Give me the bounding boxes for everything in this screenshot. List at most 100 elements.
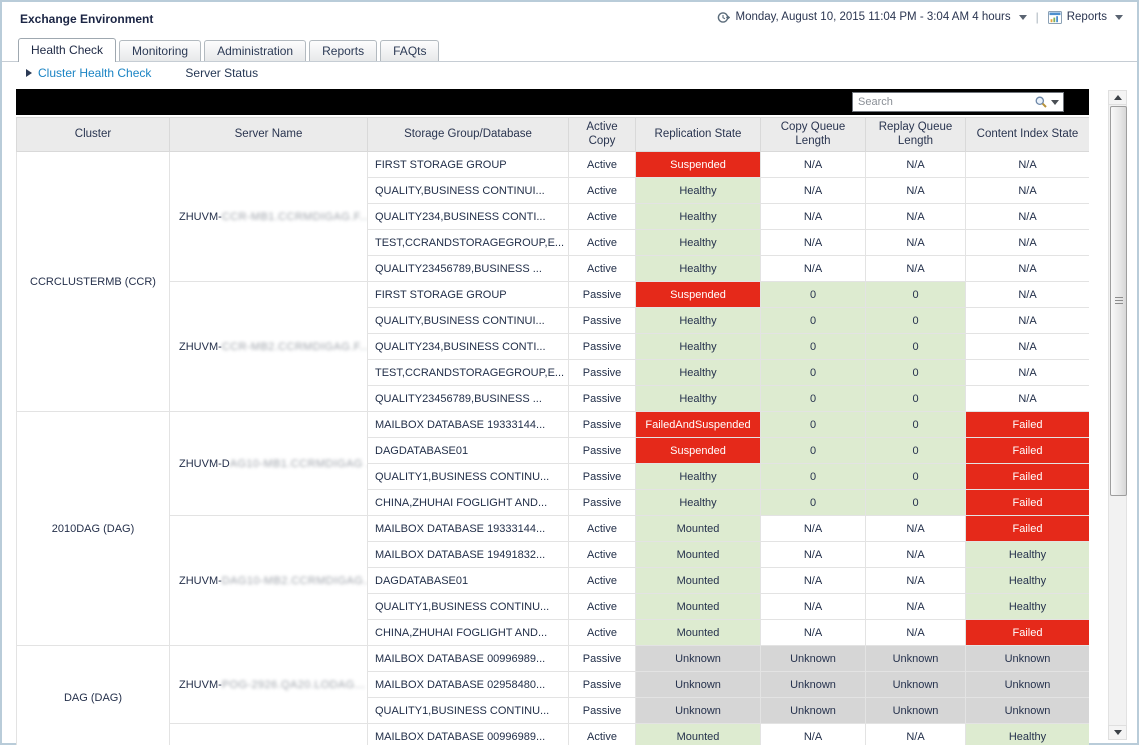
time-range-selector[interactable]: Monday, August 10, 2015 11:04 PM - 3:04 …: [717, 11, 1027, 24]
server-name-redacted: DAG10-MB2.CCRMDIGAG...: [221, 574, 368, 587]
content-index-cell: Failed: [965, 463, 1089, 490]
storage-group-cell: FIRST STORAGE GROUP: [367, 151, 569, 178]
table-row[interactable]: MAILBOX DATABASE 00996989... Active Mounte…: [17, 723, 1089, 745]
table-row[interactable]: QUALITY234,BUSINESS CONTI... Passive Healt…: [17, 333, 1089, 360]
active-copy-cell: Active: [568, 723, 636, 745]
active-copy-cell: Passive: [568, 489, 636, 516]
scroll-down-button[interactable]: [1108, 725, 1127, 740]
magnifier-icon[interactable]: [1034, 95, 1048, 109]
table-row[interactable]: CCRCLUSTERMB (CCR) ZHUVM-CCR-MB1.CCRMDIGA…: [16, 151, 1089, 412]
col-header-copy-queue[interactable]: Copy Queue Length: [760, 117, 866, 152]
replay-queue-cell: N/A: [865, 255, 966, 282]
content-index-cell: N/A: [965, 307, 1089, 334]
table-row[interactable]: CHINA,ZHUHAI FOGLIGHT AND... Active Mounte…: [17, 619, 1089, 646]
storage-group-cell: QUALITY1,BUSINESS CONTINU...: [367, 697, 569, 724]
search-input[interactable]: [853, 96, 1034, 108]
replay-queue-cell: N/A: [865, 151, 966, 178]
table-row[interactable]: DAGDATABASE01 Passive Suspended 0 0 Failed: [17, 437, 1089, 464]
content-index-cell: N/A: [965, 385, 1089, 412]
replication-state-cell: Healthy: [635, 229, 761, 256]
table-row[interactable]: MAILBOX DATABASE 19491832... Active Mounte…: [17, 541, 1089, 568]
content-index-cell: Healthy: [965, 541, 1089, 568]
replay-queue-cell: 0: [865, 489, 966, 516]
copy-queue-cell: 0: [760, 333, 866, 360]
replication-state-cell: Healthy: [635, 385, 761, 412]
content-index-cell: Failed: [965, 619, 1089, 646]
table-row[interactable]: MAILBOX DATABASE 02958480... Passive Unkno…: [17, 671, 1089, 698]
col-header-active-copy[interactable]: Active Copy: [568, 117, 636, 152]
tab-faqts[interactable]: FAQts: [380, 40, 440, 61]
replay-queue-cell: 0: [865, 359, 966, 386]
col-header-content-index[interactable]: Content Index State: [965, 117, 1089, 152]
table-row[interactable]: QUALITY1,BUSINESS CONTINU... Passive Healt…: [17, 463, 1089, 490]
table-row[interactable]: CHINA,ZHUHAI FOGLIGHT AND... Passive Healt…: [17, 489, 1089, 516]
col-header-replay-queue[interactable]: Replay Queue Length: [865, 117, 966, 152]
subnav-cluster-health-check[interactable]: Cluster Health Check: [38, 66, 152, 80]
col-header-server-name[interactable]: Server Name: [169, 117, 368, 152]
header-divider: |: [1035, 10, 1039, 24]
vertical-scrollbar[interactable]: [1108, 90, 1127, 740]
tab-reports[interactable]: Reports: [309, 40, 378, 61]
copy-queue-cell: N/A: [760, 255, 866, 282]
table-row[interactable]: DAG (DAG) ZHUVM-POG-2926.QA20.LODAG... MAI…: [16, 645, 1089, 745]
content-index-cell: Unknown: [965, 671, 1089, 698]
table-row[interactable]: ZHUVM-DAG10-MB2.CCRMDIGAG... MAILBOX DATA…: [17, 515, 1089, 646]
table-row[interactable]: DAGDATABASE01 Active Mounted N/A N/A Healthy: [17, 567, 1089, 594]
server-name-cell: [169, 723, 368, 745]
active-item-arrow-icon: [26, 69, 32, 77]
table-row[interactable]: TEST,CCRANDSTORAGEGROUP,E... Active Health…: [17, 229, 1089, 256]
server-name-prefix: ZHUVM-: [179, 678, 222, 691]
reports-caret-down-icon[interactable]: [1115, 14, 1123, 20]
storage-group-cell: MAILBOX DATABASE 19333144...: [367, 515, 569, 542]
storage-group-cell: QUALITY1,BUSINESS CONTINU...: [367, 593, 569, 620]
reports-menu[interactable]: Reports: [1047, 10, 1123, 24]
storage-group-cell: MAILBOX DATABASE 02958480...: [367, 671, 569, 698]
table-row[interactable]: TEST,CCRANDSTORAGEGROUP,E... Passive Healt…: [17, 359, 1089, 386]
storage-group-cell: QUALITY,BUSINESS CONTINUI...: [367, 307, 569, 334]
storage-group-cell: QUALITY234,BUSINESS CONTI...: [367, 333, 569, 360]
tab-monitoring[interactable]: Monitoring: [119, 40, 202, 61]
storage-group-cell: CHINA,ZHUHAI FOGLIGHT AND...: [367, 489, 569, 516]
content-index-cell: N/A: [965, 203, 1089, 230]
replay-queue-cell: N/A: [865, 619, 966, 646]
time-range-caret-down-icon[interactable]: [1018, 14, 1027, 20]
scrollbar-thumb[interactable]: [1110, 106, 1127, 496]
replication-state-cell: Suspended: [635, 281, 761, 308]
reports-menu-label: Reports: [1066, 11, 1107, 23]
storage-group-cell: MAILBOX DATABASE 19333144...: [367, 411, 569, 438]
replay-queue-cell: N/A: [865, 593, 966, 620]
replication-state-cell: Mounted: [635, 593, 761, 620]
cluster-health-table-wrap: Cluster Server Name Storage Group/Databa…: [16, 117, 1089, 745]
tab-administration[interactable]: Administration: [204, 40, 307, 61]
scroll-up-button[interactable]: [1108, 90, 1127, 105]
content-index-cell: N/A: [965, 177, 1089, 204]
table-row[interactable]: QUALITY1,BUSINESS CONTINU... Active Mounte…: [17, 593, 1089, 620]
subnav-server-status[interactable]: Server Status: [185, 66, 259, 80]
table-row[interactable]: QUALITY1,BUSINESS CONTINU... Passive Unkno…: [17, 697, 1089, 724]
time-range-label: Monday, August 10, 2015 11:04 PM - 3:04 …: [735, 11, 1011, 23]
replication-state-cell: Suspended: [635, 437, 761, 464]
col-header-cluster[interactable]: Cluster: [16, 117, 170, 152]
search-options-caret-down-icon[interactable]: [1051, 99, 1059, 105]
copy-queue-cell: 0: [760, 385, 866, 412]
server-name-prefix: ZHUVM-: [179, 340, 222, 353]
col-header-storage-group[interactable]: Storage Group/Database: [367, 117, 569, 152]
table-row[interactable]: QUALITY,BUSINESS CONTINUI... Active Health…: [17, 177, 1089, 204]
storage-group-cell: QUALITY234,BUSINESS CONTI...: [367, 203, 569, 230]
copy-queue-cell: N/A: [760, 177, 866, 204]
active-copy-cell: Active: [568, 541, 636, 568]
copy-queue-cell: 0: [760, 489, 866, 516]
copy-queue-cell: 0: [760, 359, 866, 386]
col-header-replication-state[interactable]: Replication State: [635, 117, 761, 152]
scrollbar-track[interactable]: [1108, 105, 1127, 725]
copy-queue-cell: Unknown: [760, 697, 866, 724]
server-name-cell: ZHUVM-POG-2926.QA20.LODAG...: [169, 645, 368, 724]
active-copy-cell: Passive: [568, 333, 636, 360]
table-row[interactable]: 2010DAG (DAG) ZHUVM-DAG10-MB1.CCRMDIGAG .…: [16, 411, 1089, 646]
table-row[interactable]: QUALITY23456789,BUSINESS ... Passive Healt…: [17, 385, 1089, 412]
storage-group-cell: QUALITY,BUSINESS CONTINUI...: [367, 177, 569, 204]
table-row[interactable]: ZHUVM-CCR-MB2.CCRMDIGAG.F... FIRST STORAG…: [17, 281, 1089, 412]
table-row[interactable]: QUALITY23456789,BUSINESS ... Active Health…: [17, 255, 1089, 282]
table-row[interactable]: QUALITY234,BUSINESS CONTI... Active Health…: [17, 203, 1089, 230]
tab-health-check[interactable]: Health Check: [18, 38, 117, 62]
